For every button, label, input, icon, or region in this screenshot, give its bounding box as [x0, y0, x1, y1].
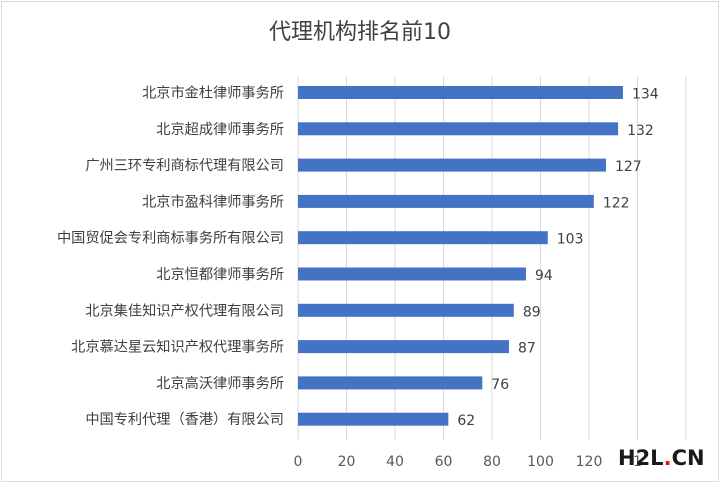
- x-tick-label: 1: [633, 454, 642, 470]
- bar: [298, 303, 514, 317]
- x-tick-label: 20: [338, 454, 356, 470]
- x-tick-label: 40: [386, 454, 404, 470]
- category-label: 北京高沃律师事务所: [156, 375, 284, 392]
- x-tick-label: 60: [435, 454, 453, 470]
- data-label: 94: [535, 268, 553, 284]
- chart-title: 代理机构排名前10: [269, 20, 451, 45]
- data-label: 103: [557, 232, 584, 248]
- data-label: 89: [523, 304, 541, 320]
- data-label: 62: [457, 413, 475, 429]
- category-label: 北京慕达星云知识产权代理事务所: [71, 339, 284, 356]
- category-label: 中国专利代理（香港）有限公司: [85, 412, 284, 428]
- category-labels: 北京市金杜律师事务所北京超成律师事务所广州三环专利商标代理有限公司北京市盈科律师…: [57, 85, 284, 429]
- x-tick-label: 120: [576, 454, 603, 470]
- x-tick-label: 100: [527, 454, 554, 470]
- category-label: 北京市盈科律师事务所: [142, 193, 284, 210]
- category-label: 北京市金杜律师事务所: [142, 85, 284, 102]
- x-tick-labels: 0 20 40 60 80 100 120 1: [294, 454, 642, 470]
- category-label: 北京恒都律师事务所: [156, 267, 284, 283]
- category-label: 北京集佳知识产权代理有限公司: [85, 302, 284, 319]
- bar: [298, 86, 623, 99]
- data-label: 87: [518, 341, 536, 357]
- category-label: 北京超成律师事务所: [156, 122, 284, 138]
- data-label: 76: [491, 377, 509, 393]
- bar: [298, 376, 483, 390]
- category-label: 广州三环专利商标代理有限公司: [85, 158, 284, 174]
- bar: [298, 231, 548, 245]
- data-label: 134: [632, 87, 659, 103]
- bar: [298, 412, 449, 426]
- category-label: 中国贸促会专利商标事务所有限公司: [57, 231, 284, 247]
- x-tick-label: 80: [483, 454, 501, 470]
- data-labels: 134 132 127 122 103 94 89 87 76 62: [457, 87, 658, 430]
- x-tick-label: 0: [294, 454, 303, 470]
- data-label: 122: [603, 195, 630, 211]
- bar: [298, 267, 526, 281]
- bar: [298, 194, 594, 208]
- bars: [298, 86, 623, 426]
- bar: [298, 340, 509, 354]
- bar: [298, 122, 619, 136]
- data-label: 132: [627, 123, 654, 139]
- bar: [298, 158, 606, 172]
- h2l-watermark-logo: H2L.CN: [618, 446, 705, 470]
- data-label: 127: [615, 159, 642, 175]
